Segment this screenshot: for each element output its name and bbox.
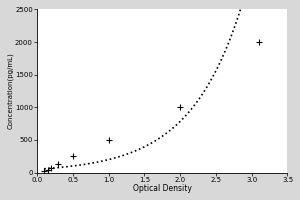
Point	[256, 40, 261, 44]
Y-axis label: Concentration(pg/mL): Concentration(pg/mL)	[7, 53, 14, 129]
Point	[106, 138, 111, 141]
Point	[42, 170, 46, 173]
X-axis label: Optical Density: Optical Density	[133, 184, 192, 193]
Point	[56, 163, 61, 166]
Point	[178, 106, 182, 109]
Point	[49, 167, 54, 170]
Point	[70, 155, 75, 158]
Point	[45, 169, 50, 172]
